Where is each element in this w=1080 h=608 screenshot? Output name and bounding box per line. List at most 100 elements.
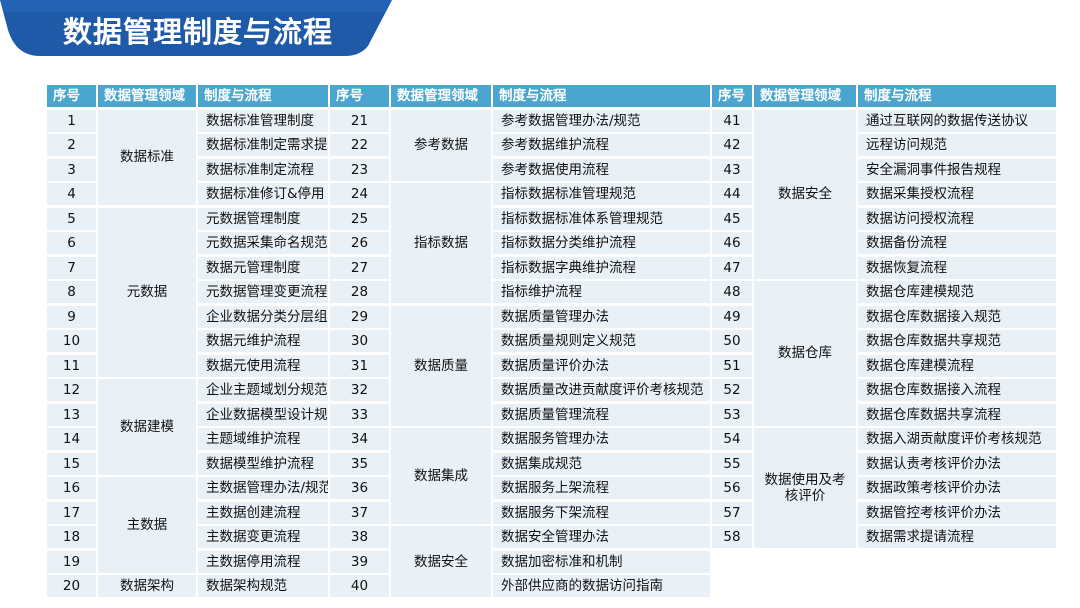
policy-cell: 数据集成规范 [493,452,710,475]
seq-cell: 45 [712,207,752,230]
seq-cell: 53 [712,403,752,426]
seq-cell: 22 [330,134,389,156]
seq-cell: 54 [712,428,752,450]
seq-cell: 55 [712,452,752,475]
policy-cell: 数据仓库数据接入流程 [858,379,1056,401]
seq-cell: 50 [712,330,752,352]
domain-cell: 数据建模 [98,379,196,475]
seq-cell: 11 [47,354,96,377]
policy-cell: 数据入湖贡献度评价考核规范 [858,428,1056,450]
domain-cell: 数据架构 [98,575,196,597]
domain-cell: 数据标准 [98,109,196,205]
policy-cell: 数据仓库数据共享规范 [858,330,1056,352]
seq-cell: 19 [47,550,96,573]
seq-cell: 34 [330,428,389,450]
policy-cell: 指标数据字典维护流程 [493,256,710,279]
policy-cell: 数据需求提请流程 [858,526,1056,548]
seq-cell: 31 [330,354,389,377]
seq-cell: 25 [330,207,389,230]
seq-cell: 4 [47,183,96,205]
seq-cell: 58 [712,526,752,548]
header-domain: 数据管理领域 [98,85,196,107]
seq-cell: 18 [47,526,96,548]
seq-cell: 40 [330,575,389,597]
seq-cell: 35 [330,452,389,475]
domain-cell: 指标数据 [391,183,491,303]
domain-cell: 数据集成 [391,428,491,524]
policy-cell: 数据认责考核评价办法 [858,452,1056,475]
domain-cell: 数据使用及考核评价 [754,428,856,548]
policy-cell: 参考数据维护流程 [493,134,710,156]
policy-cell: 数据安全管理办法 [493,526,710,548]
policy-cell: 参考数据管理办法/规范 [493,109,710,132]
header-seq: 序号 [712,85,752,107]
policy-cell: 数据服务上架流程 [493,477,710,499]
policy-cell: 数据服务管理办法 [493,428,710,450]
seq-cell: 3 [47,158,96,181]
policy-cell: 数据管控考核评价办法 [858,501,1056,524]
domain-cell: 参考数据 [391,109,491,181]
domain-cell: 数据质量 [391,305,491,426]
seq-cell: 39 [330,550,389,573]
policy-cell: 企业数据模型设计规 [198,403,328,426]
policy-cell: 元数据采集命名规范 [198,232,328,254]
seq-cell: 15 [47,452,96,475]
seq-cell: 16 [47,477,96,499]
seq-cell: 23 [330,158,389,181]
header-domain: 数据管理领域 [391,85,491,107]
seq-cell: 52 [712,379,752,401]
seq-cell: 5 [47,207,96,230]
policy-cell: 数据元使用流程 [198,354,328,377]
seq-cell: 7 [47,256,96,279]
domain-cell: 数据仓库 [754,281,856,426]
policy-cell: 主数据变更流程 [198,526,328,548]
policy-cell: 指标维护流程 [493,281,710,303]
seq-cell: 43 [712,158,752,181]
policy-cell: 主数据管理办法/规范 [198,477,328,499]
policy-cell: 企业数据分类分层组 [198,305,328,328]
policy-cell: 企业主题域划分规范 [198,379,328,401]
domain-cell: 主数据 [98,477,196,573]
seq-cell: 47 [712,256,752,279]
policy-cell: 数据备份流程 [858,232,1056,254]
header-policy: 制度与流程 [198,85,328,107]
policy-cell: 数据标准制定流程 [198,158,328,181]
policy-cell: 数据质量管理办法 [493,305,710,328]
seq-cell: 27 [330,256,389,279]
header-seq: 序号 [47,85,96,107]
seq-cell: 44 [712,183,752,205]
policy-cell: 数据政策考核评价办法 [858,477,1056,499]
policy-cell: 参考数据使用流程 [493,158,710,181]
seq-cell: 17 [47,501,96,524]
policy-cell: 指标数据标准体系管理规范 [493,207,710,230]
seq-cell: 6 [47,232,96,254]
seq-cell: 10 [47,330,96,352]
seq-cell: 51 [712,354,752,377]
seq-cell: 26 [330,232,389,254]
policy-cell: 主数据停用流程 [198,550,328,573]
policy-cell: 数据仓库建模流程 [858,354,1056,377]
seq-cell: 32 [330,379,389,401]
seq-cell: 14 [47,428,96,450]
header-seq: 序号 [330,85,389,107]
policy-cell: 数据质量规则定义规范 [493,330,710,352]
seq-cell: 8 [47,281,96,303]
policy-cell: 数据质量改进贡献度评价考核规范 [493,379,710,401]
policy-cell: 数据模型维护流程 [198,452,328,475]
policy-cell: 数据采集授权流程 [858,183,1056,205]
header-policy: 制度与流程 [493,85,710,107]
policy-cell: 远程访问规范 [858,134,1056,156]
policy-cell: 数据访问授权流程 [858,207,1056,230]
seq-cell: 21 [330,109,389,132]
seq-cell: 13 [47,403,96,426]
policy-cell: 数据恢复流程 [858,256,1056,279]
seq-cell: 57 [712,501,752,524]
seq-cell: 38 [330,526,389,548]
policy-cell: 数据标准制定需求提 [198,134,328,156]
seq-cell: 12 [47,379,96,401]
seq-cell: 41 [712,109,752,132]
policy-cell: 数据质量管理流程 [493,403,710,426]
seq-cell: 28 [330,281,389,303]
seq-cell: 49 [712,305,752,328]
banner-shape [0,0,392,56]
